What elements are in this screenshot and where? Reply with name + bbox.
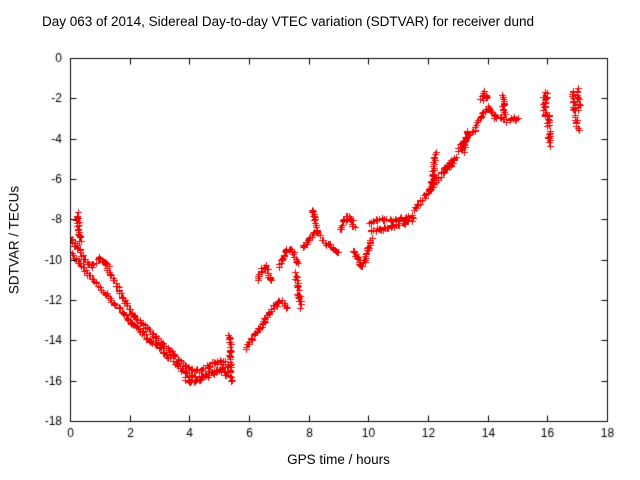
y-axis-label: SDTVAR / TECUs (6, 185, 22, 295)
x-axis-label: GPS time / hours (287, 452, 390, 467)
chart-title: Day 063 of 2014, Sidereal Day-to-day VTE… (42, 14, 534, 29)
